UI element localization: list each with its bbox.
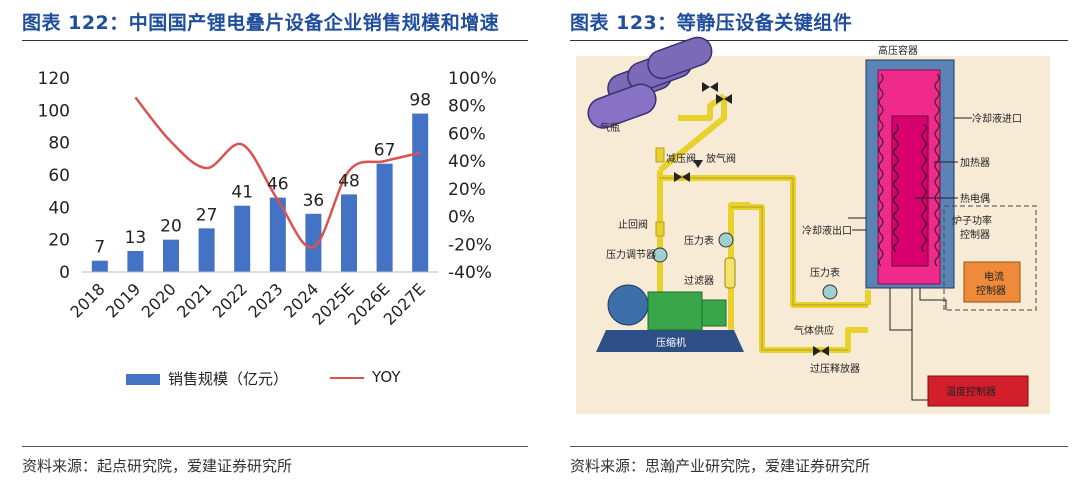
bar-2025E bbox=[340, 194, 358, 272]
pressure-reducer-label: 减压阀 bbox=[666, 152, 696, 165]
left-axis-tick-label: 40 bbox=[48, 198, 70, 218]
left-axis-tick-label: 120 bbox=[38, 69, 70, 89]
right-axis-tick-label: 80% bbox=[448, 97, 486, 117]
legend-line-swatch bbox=[330, 376, 364, 379]
gas-bottles bbox=[587, 36, 713, 129]
bar-2019 bbox=[127, 250, 144, 272]
right-axis-tick-label: -40% bbox=[448, 263, 492, 283]
x-axis-tick-label: 2021 bbox=[173, 279, 215, 321]
right-figure-panel: 图表 123：等静压设备关键组件 气瓶 bbox=[548, 0, 1080, 491]
x-axis-tick-label: 2020 bbox=[138, 279, 180, 321]
relief-valve-symbol bbox=[813, 346, 829, 356]
gas-supply-label: 气体供应 bbox=[794, 324, 834, 337]
pressure-gauge-2-label: 压力表 bbox=[810, 266, 840, 279]
valves bbox=[674, 82, 829, 356]
x-axis-tick-label: 2019 bbox=[102, 279, 144, 321]
bar-data-label: 7 bbox=[94, 238, 105, 258]
temp-controller-box bbox=[927, 375, 1029, 407]
bar-data-label: 48 bbox=[338, 171, 360, 191]
left-figure-title: 图表 122：中国国产锂电叠片设备企业销售规模和增速 bbox=[22, 12, 500, 34]
pressure-regulator-gauge bbox=[652, 247, 668, 263]
pressure-gauge-1-label: 压力表 bbox=[684, 234, 714, 247]
compressor bbox=[596, 284, 744, 352]
left-axis-tick-label: 20 bbox=[48, 231, 70, 251]
filter-label: 过滤器 bbox=[684, 274, 714, 287]
gas-bottle-label: 气瓶 bbox=[600, 121, 620, 134]
bar-data-label: 20 bbox=[160, 217, 182, 237]
current-controller-label: 电流 控制器 bbox=[976, 270, 1007, 297]
pipe-outlines bbox=[660, 177, 868, 351]
furnace-controller-box bbox=[943, 205, 1037, 311]
right-title-rule bbox=[570, 40, 1068, 41]
pressure-regulator-label: 压力调节器 bbox=[606, 248, 656, 261]
relief-valve-label: 过压释放器 bbox=[810, 362, 860, 375]
legend-line-label: YOY bbox=[372, 368, 401, 386]
compressor-label: 压缩机 bbox=[656, 336, 686, 349]
bar-data-label: 46 bbox=[267, 175, 289, 195]
x-axis-tick-label: 2023 bbox=[244, 279, 286, 321]
bar-2027E bbox=[412, 113, 429, 272]
coolant-out-label: 冷却液出口 bbox=[802, 224, 852, 237]
vessel-label: 高压容器 bbox=[878, 44, 918, 57]
furnace-controller-line-1: 炉子功率 bbox=[952, 214, 992, 227]
left-axis-tick-label: 60 bbox=[48, 166, 70, 186]
left-axis-tick-label: 100 bbox=[38, 101, 70, 121]
current-controller-line-2: 控制器 bbox=[976, 284, 1006, 297]
pressure-reducer-valve bbox=[674, 172, 690, 182]
left-axis-tick-label: 0 bbox=[59, 263, 70, 283]
coolant-in-label: 冷却液进口 bbox=[972, 112, 1022, 125]
heater-label: 加热器 bbox=[960, 156, 990, 169]
legend-bar-swatch bbox=[126, 374, 160, 385]
leader-lines bbox=[848, 117, 972, 401]
bar-data-label: 67 bbox=[374, 141, 396, 161]
bar-2024 bbox=[305, 213, 322, 272]
current-controller-box bbox=[963, 261, 1021, 303]
furnace-controller-label: 炉子功率 控制器 bbox=[952, 214, 995, 241]
right-source: 资料来源：思瀚产业研究院，爱建证券研究所 bbox=[570, 457, 871, 475]
bar-2018 bbox=[91, 260, 108, 272]
bar-2021 bbox=[198, 228, 215, 272]
bar-2022 bbox=[234, 205, 251, 272]
bar-2026E bbox=[376, 163, 393, 272]
high-pressure-vessel bbox=[865, 59, 955, 289]
legend-line-item: YOY bbox=[330, 368, 401, 386]
left-bottom-rule bbox=[22, 446, 528, 447]
temp-controller-label: 温度控制器 bbox=[946, 385, 996, 398]
pressure-gauge-2-icon bbox=[822, 284, 838, 300]
left-source: 资料来源：起点研究院，爱建证券研究所 bbox=[22, 457, 293, 475]
legend-bar-label: 销售规模（亿元） bbox=[168, 370, 289, 388]
thermocouple-label: 热电偶 bbox=[960, 192, 990, 205]
right-bottom-rule bbox=[570, 446, 1068, 447]
legend-bar-item: 销售规模（亿元） bbox=[126, 368, 288, 389]
check-valve bbox=[655, 221, 665, 237]
bar-data-label: 36 bbox=[303, 191, 325, 211]
right-axis-tick-label: -20% bbox=[448, 235, 492, 255]
filter-icon bbox=[724, 257, 736, 289]
right-axis-tick-label: 0% bbox=[448, 208, 475, 228]
right-figure-title: 图表 123：等静压设备关键组件 bbox=[570, 12, 853, 34]
sales-chart: 0 20 40 60 80 100 120 -40% -20% 0% 20% 40% 60% 80% 100… bbox=[38, 69, 497, 329]
bar-2023 bbox=[269, 197, 286, 272]
x-axis-tick-label: 2022 bbox=[209, 279, 251, 321]
pressure-reducer bbox=[655, 147, 665, 163]
bar-data-label: 98 bbox=[409, 91, 431, 111]
isostatic-press-diagram: 气瓶 压缩机 bbox=[576, 36, 1050, 414]
right-axis-tick-label: 100% bbox=[448, 69, 497, 89]
vent-valve-label: 放气阀 bbox=[706, 152, 736, 165]
current-controller-line-1: 电流 bbox=[984, 270, 1004, 283]
bar-data-label: 27 bbox=[196, 205, 218, 225]
bar-data-label: 13 bbox=[125, 228, 147, 248]
furnace-controller-line-2: 控制器 bbox=[960, 228, 990, 241]
right-axis-tick-label: 40% bbox=[448, 152, 486, 172]
check-valve-label: 止回阀 bbox=[618, 218, 648, 231]
bar-2020 bbox=[162, 239, 180, 272]
bar-data-label: 41 bbox=[231, 183, 253, 203]
left-figure-panel: 图表 122：中国国产锂电叠片设备企业销售规模和增速 0 20 40 60 80 100 1… bbox=[22, 12, 528, 475]
x-axis-tick-label: 2018 bbox=[66, 279, 108, 321]
left-title-rule bbox=[22, 40, 528, 41]
right-axis-tick-label: 20% bbox=[448, 180, 486, 200]
pressure-gauge-1-icon bbox=[718, 232, 734, 248]
left-axis-tick-label: 80 bbox=[48, 134, 70, 154]
right-axis-tick-label: 60% bbox=[448, 124, 486, 144]
